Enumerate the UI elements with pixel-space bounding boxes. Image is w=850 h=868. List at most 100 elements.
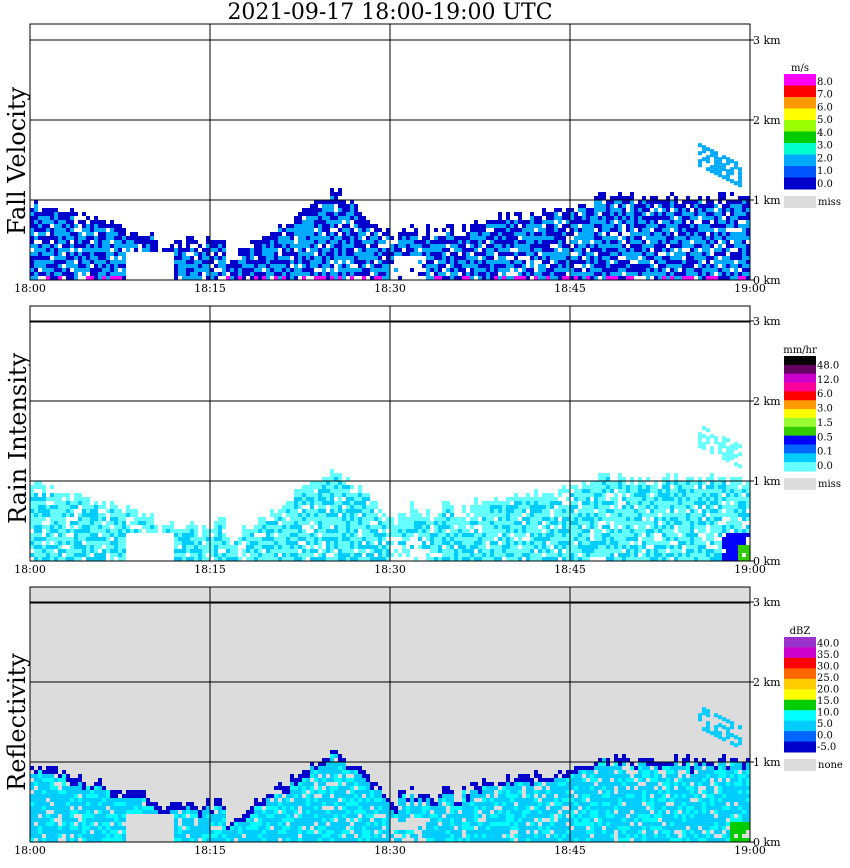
heatmap-cell xyxy=(206,268,210,272)
heatmap-cell xyxy=(494,501,498,505)
heatmap-cell xyxy=(562,232,566,236)
heatmap-cell xyxy=(494,224,498,228)
heatmap-cell xyxy=(670,204,674,208)
heatmap-cell xyxy=(494,220,498,224)
heatmap-cell xyxy=(730,489,734,493)
heatmap-cell xyxy=(602,553,606,557)
heatmap-cell xyxy=(130,236,134,240)
heatmap-cell xyxy=(118,537,122,541)
heatmap-cell xyxy=(338,505,342,509)
heatmap-cell xyxy=(690,557,694,561)
heatmap-cell xyxy=(670,525,674,529)
heatmap-cell xyxy=(742,240,746,244)
heatmap-cell xyxy=(354,256,358,260)
heatmap-cell xyxy=(610,501,614,505)
heatmap-cell xyxy=(182,248,186,252)
heatmap-cell xyxy=(206,541,210,545)
heatmap-cell xyxy=(738,183,742,188)
heatmap-cell xyxy=(470,228,474,232)
heatmap-cell xyxy=(450,529,454,533)
heatmap-cell xyxy=(654,553,658,557)
heatmap-cell xyxy=(414,248,418,252)
heatmap-cell xyxy=(346,256,350,260)
heatmap-cell xyxy=(230,549,234,553)
heatmap-cell xyxy=(734,553,738,557)
heatmap-cell xyxy=(302,493,306,497)
heatmap-cell xyxy=(274,541,278,545)
heatmap-cell xyxy=(334,196,338,200)
heatmap-cell xyxy=(610,236,614,240)
heatmap-cell xyxy=(402,236,406,240)
heatmap-cell xyxy=(478,513,482,517)
heatmap-cell xyxy=(646,489,650,493)
heatmap-cell xyxy=(298,557,302,561)
heatmap-cell xyxy=(590,485,594,489)
heatmap-cell xyxy=(94,216,98,220)
heatmap-cell xyxy=(154,529,158,533)
heatmap-cell xyxy=(678,240,682,244)
heatmap-cell xyxy=(582,509,586,513)
heatmap-cell xyxy=(478,521,482,525)
heatmap-cell xyxy=(722,513,726,517)
heatmap-cell xyxy=(654,236,658,240)
heatmap-cell xyxy=(118,533,122,537)
heatmap-cell xyxy=(42,798,46,802)
heatmap-cell xyxy=(210,276,214,280)
heatmap-cell xyxy=(538,256,542,260)
heatmap-cell xyxy=(102,533,106,537)
heatmap-cell xyxy=(586,517,590,521)
heatmap-cell xyxy=(254,276,258,280)
heatmap-cell xyxy=(42,260,46,264)
heatmap-cell xyxy=(50,260,54,264)
heatmap-cell xyxy=(438,549,442,553)
heatmap-cell xyxy=(694,481,698,485)
heatmap-cell xyxy=(450,537,454,541)
heatmap-cell xyxy=(278,272,282,276)
heatmap-cell xyxy=(94,533,98,537)
heatmap-cell xyxy=(326,236,330,240)
heatmap-cell xyxy=(214,529,218,533)
heatmap-cell xyxy=(654,501,658,505)
heatmap-cell xyxy=(338,276,342,280)
heatmap-cell xyxy=(454,557,458,561)
heatmap-cell xyxy=(698,557,702,561)
heatmap-cell xyxy=(302,553,306,557)
heatmap-cell xyxy=(514,521,518,525)
heatmap-cell xyxy=(54,509,58,513)
heatmap-cell xyxy=(658,200,662,204)
heatmap-cell xyxy=(130,240,134,244)
heatmap-cell xyxy=(390,529,394,533)
heatmap-cell xyxy=(606,228,610,232)
heatmap-cell xyxy=(326,224,330,228)
heatmap-cell xyxy=(738,264,742,268)
heatmap-cell xyxy=(314,485,318,489)
heatmap-cell xyxy=(570,485,574,489)
heatmap-cell xyxy=(306,252,310,256)
heatmap-cell xyxy=(562,216,566,220)
heatmap-cell xyxy=(74,252,78,256)
heatmap-cell xyxy=(494,509,498,513)
heatmap-cell xyxy=(678,248,682,252)
heatmap-cell xyxy=(210,240,214,244)
heatmap-cell xyxy=(358,224,362,228)
heatmap-cell xyxy=(562,264,566,268)
heatmap-cell xyxy=(282,557,286,561)
heatmap-cell xyxy=(466,549,470,553)
heatmap-cell xyxy=(310,232,314,236)
heatmap-cell xyxy=(378,252,382,256)
heatmap-cell xyxy=(646,264,650,268)
heatmap-cell xyxy=(526,268,530,272)
heatmap-cell xyxy=(282,549,286,553)
heatmap-cell xyxy=(326,240,330,244)
heatmap-cell xyxy=(706,212,710,216)
heatmap-cell xyxy=(606,200,610,204)
heatmap-cell xyxy=(386,252,390,256)
heatmap-cell xyxy=(722,204,726,208)
heatmap-cell xyxy=(306,240,310,244)
heatmap-cell xyxy=(30,818,34,822)
heatmap-cell xyxy=(298,529,302,533)
heatmap-cell xyxy=(178,549,182,553)
heatmap-cell xyxy=(586,529,590,533)
heatmap-cell xyxy=(562,252,566,256)
